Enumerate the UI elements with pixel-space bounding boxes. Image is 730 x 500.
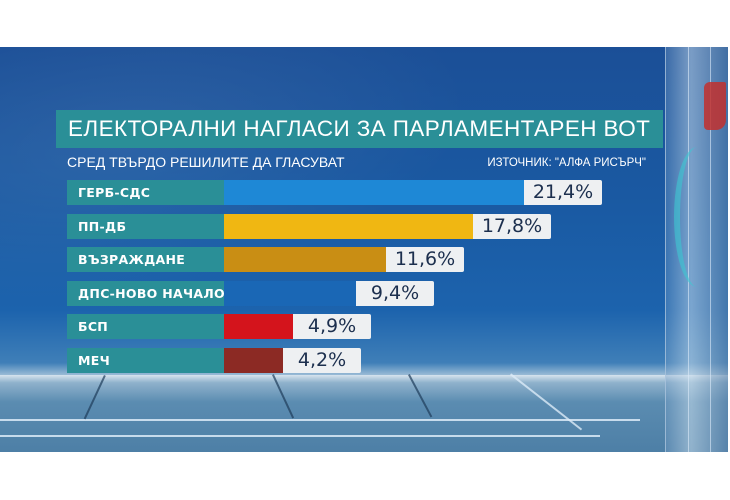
party-bar xyxy=(224,180,524,205)
studio-floor xyxy=(0,373,728,452)
party-value: 21,4% xyxy=(524,180,602,205)
party-value: 11,6% xyxy=(386,247,464,273)
floor-line xyxy=(0,435,600,437)
party-value: 9,4% xyxy=(356,280,434,306)
floor-line xyxy=(0,419,640,421)
cyan-arc-decor xyxy=(674,147,720,287)
party-label: ГЕРБ-СДС xyxy=(67,180,224,205)
party-value: 17,8% xyxy=(473,213,551,239)
chart-subtitle: СРЕД ТВЪРДО РЕШИЛИТЕ ДА ГЛАСУВАТ xyxy=(67,154,345,170)
floor-seam xyxy=(272,374,295,419)
floor-seam xyxy=(408,374,433,418)
chart-source: ИЗТОЧНИК: "АЛФА РИСЪРЧ" xyxy=(487,157,646,169)
chart-title: ЕЛЕКТОРАЛНИ НАГЛАСИ ЗА ПАРЛАМЕНТАРЕН ВОТ xyxy=(56,110,663,148)
party-bar xyxy=(224,348,283,373)
broadcast-graphic: ЕЛЕКТОРАЛНИ НАГЛАСИ ЗА ПАРЛАМЕНТАРЕН ВОТ… xyxy=(0,47,728,452)
floor-seam xyxy=(83,375,106,420)
party-value: 4,2% xyxy=(283,348,361,373)
party-label: БСП xyxy=(67,314,224,340)
party-value: 4,9% xyxy=(293,314,371,340)
party-bar xyxy=(224,247,386,273)
party-label: ВЪЗРАЖДАНЕ xyxy=(67,247,224,273)
party-label: МЕЧ xyxy=(67,348,224,373)
studio-decor-panel xyxy=(665,47,728,452)
party-label: ПП-ДБ xyxy=(67,213,224,239)
party-bar xyxy=(224,213,473,239)
party-bar xyxy=(224,314,293,340)
party-label: ДПС-НОВО НАЧАЛО xyxy=(67,280,225,306)
red-decor-shape xyxy=(704,82,726,130)
party-bar xyxy=(224,280,356,306)
floor-seam xyxy=(510,373,583,431)
